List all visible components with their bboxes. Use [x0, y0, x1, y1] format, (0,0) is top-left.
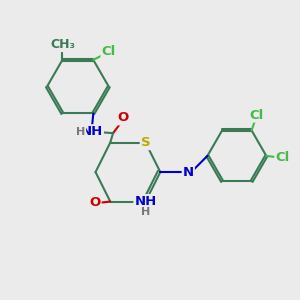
Text: Cl: Cl — [101, 45, 116, 58]
Text: CH₃: CH₃ — [50, 38, 75, 51]
Text: Cl: Cl — [250, 109, 264, 122]
Text: O: O — [118, 111, 129, 124]
Text: N: N — [183, 166, 194, 178]
Text: NH: NH — [134, 195, 157, 208]
Text: O: O — [89, 196, 100, 209]
Text: H: H — [141, 206, 150, 217]
Text: H: H — [76, 127, 85, 137]
Text: NH: NH — [81, 125, 103, 138]
Text: Cl: Cl — [275, 151, 290, 164]
Text: S: S — [141, 136, 150, 149]
